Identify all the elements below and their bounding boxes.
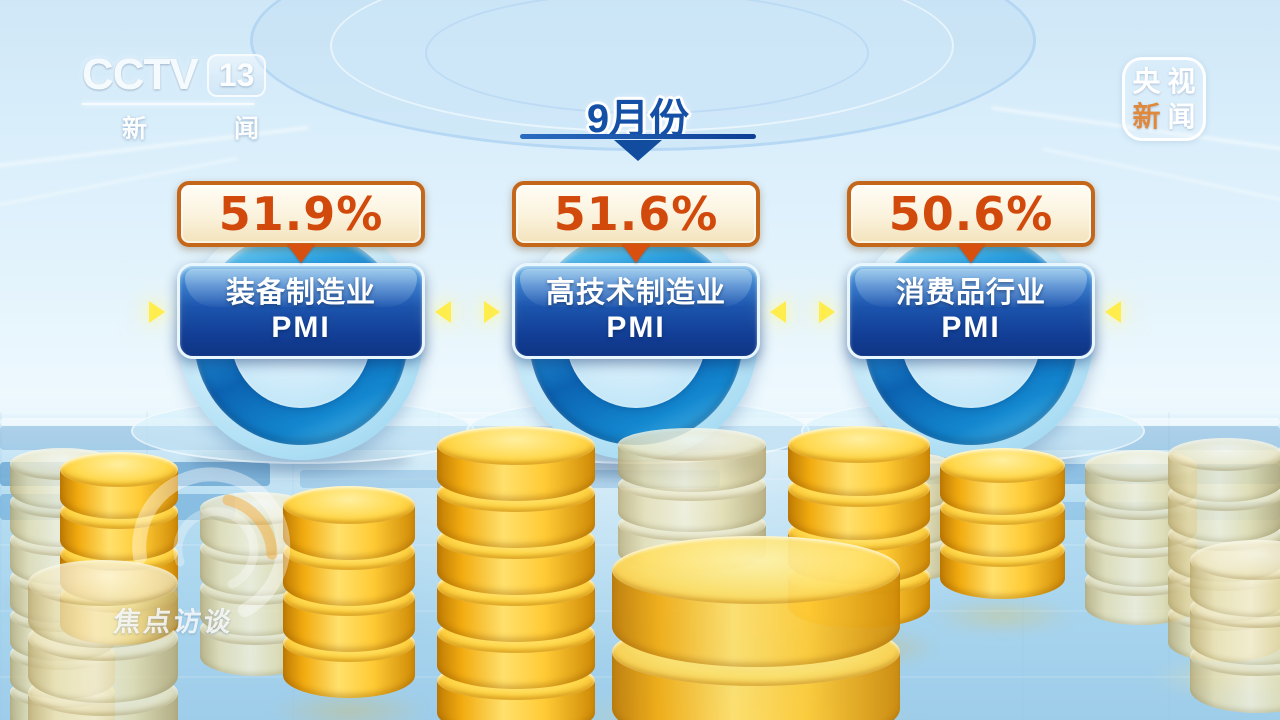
label-plate: 消费品行业 PMI (847, 263, 1095, 359)
glow-arrow-right-icon (484, 301, 500, 323)
coin (283, 486, 415, 560)
callout-arrow-down-icon (287, 244, 315, 263)
value-callout: 51.9% (177, 181, 425, 247)
label-plate: 装备制造业 PMI (177, 263, 425, 359)
callout-arrow-down-icon (957, 244, 985, 263)
coin (1168, 438, 1280, 502)
value-callout: 51.6% (512, 181, 760, 247)
glow-arrow-left-icon (1105, 301, 1121, 323)
value-callout: 50.6% (847, 181, 1095, 247)
label-line1: 装备制造业 (225, 276, 376, 309)
glow-arrow-right-icon (819, 301, 835, 323)
channel-logo-divider (82, 103, 254, 105)
coin (60, 452, 178, 520)
pmi-value: 51.9% (218, 187, 384, 241)
label-line1: 消费品行业 (895, 276, 1046, 309)
coin-reflection (930, 598, 1075, 634)
coin (1190, 540, 1280, 617)
coin (28, 560, 178, 648)
badge-char: 新 (1132, 100, 1161, 132)
stat-column-equipment: 51.9% 装备制造业 PMI (131, 0, 475, 500)
pmi-value: 51.6% (553, 187, 719, 241)
title-arrow-down-icon (614, 140, 662, 161)
title-underline (520, 134, 756, 139)
coin (612, 536, 900, 668)
glow-arrow-left-icon (770, 301, 786, 323)
coin (437, 426, 595, 502)
badge-char: 闻 (1167, 100, 1196, 132)
stat-column-consumer: 50.6% 消费品行业 PMI (801, 0, 1145, 500)
label-line2: PMI (941, 311, 1001, 345)
coin (940, 448, 1065, 516)
coin (788, 426, 930, 497)
ceiling-ring-inner (425, 0, 869, 114)
label-line1: 高技术制造业 (545, 276, 726, 309)
channel-subtitle: 新 闻 (122, 115, 299, 143)
label-plate: 高技术制造业 PMI (512, 263, 760, 359)
label-line2: PMI (271, 311, 331, 345)
stat-column-hightech: 51.6% 高技术制造业 PMI (466, 0, 810, 500)
badge-char: 视 (1167, 65, 1196, 97)
cctv-news-badge: 央 视 新 闻 (1122, 57, 1206, 141)
channel-logo: CCTV 13 新 闻 (82, 50, 299, 145)
callout-arrow-down-icon (622, 244, 650, 263)
glow-arrow-right-icon (149, 301, 165, 323)
channel-number: 13 (206, 53, 267, 97)
label-line2: PMI (606, 311, 666, 345)
pmi-value: 50.6% (888, 187, 1054, 241)
coin (618, 428, 766, 492)
channel-logo-text: CCTV (82, 50, 199, 99)
page-title: 9月份 (586, 97, 690, 141)
glow-arrow-left-icon (435, 301, 451, 323)
badge-char: 央 (1132, 65, 1161, 97)
